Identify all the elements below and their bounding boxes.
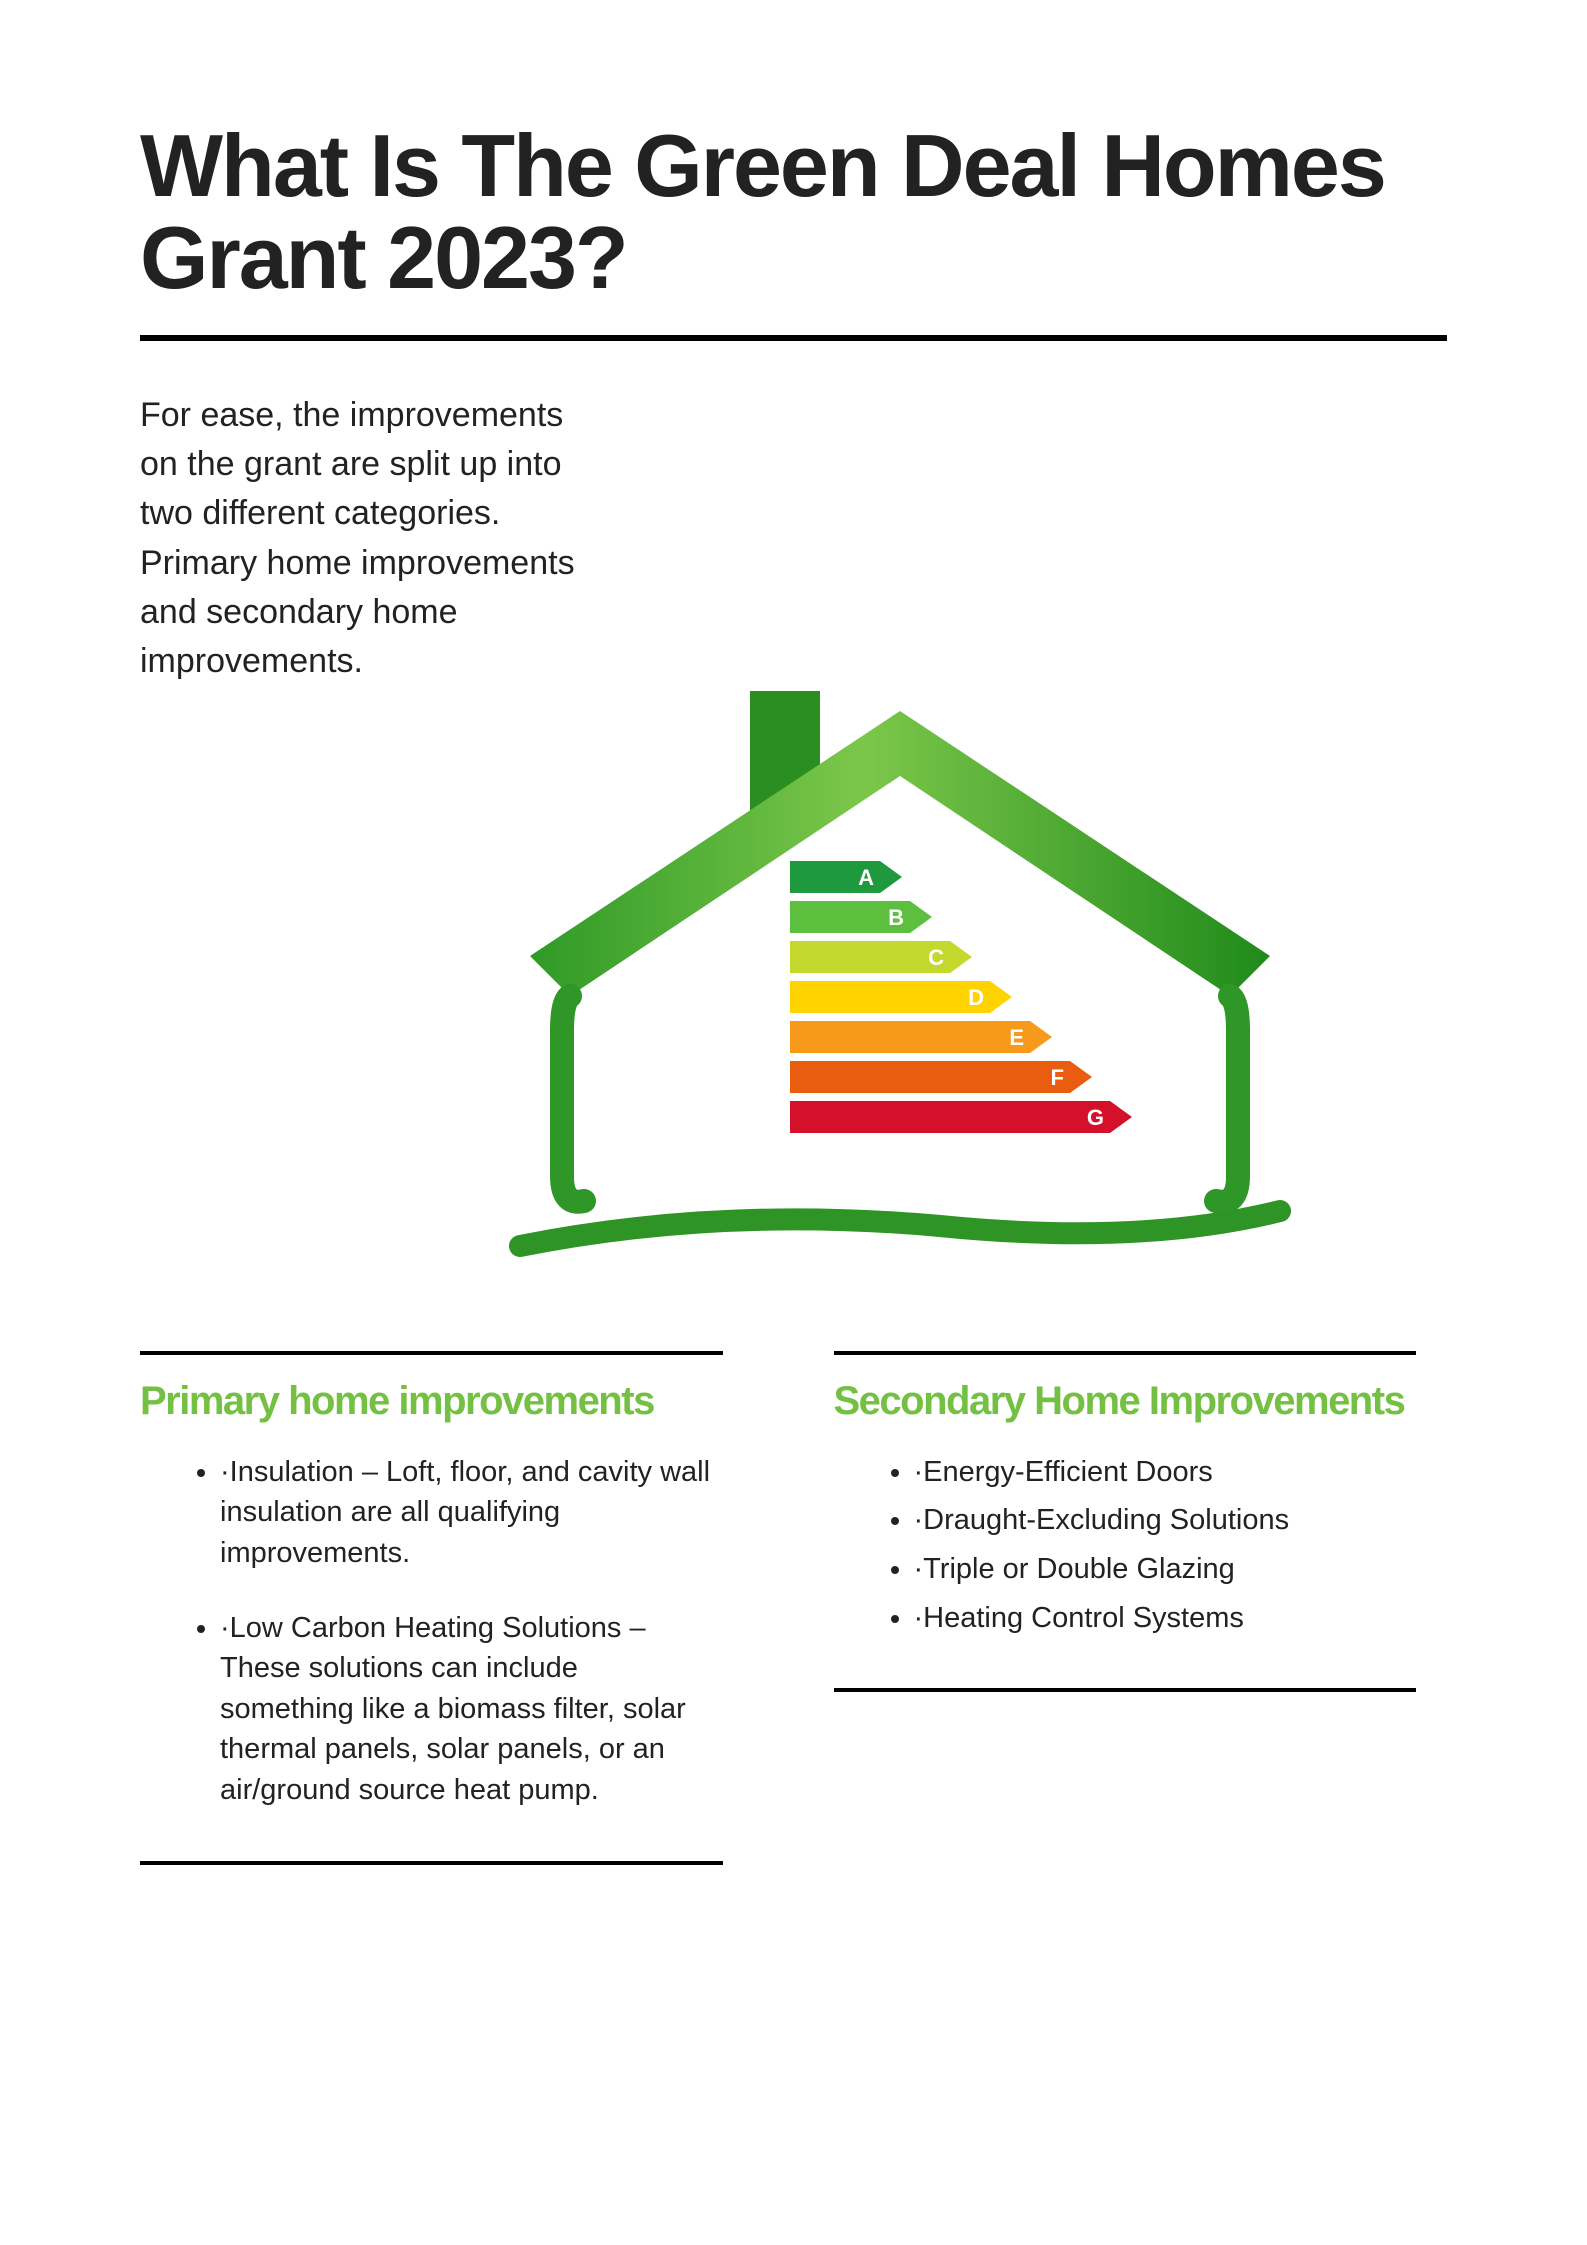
rating-bar-g — [790, 1101, 1132, 1133]
rating-label-d: D — [968, 985, 984, 1010]
columns-section: Primary home improvements ·Insulation – … — [140, 1351, 1447, 1865]
rating-label-e: E — [1009, 1025, 1024, 1050]
house-energy-graphic: ABCDE FG — [460, 671, 1340, 1291]
left-wall — [562, 996, 584, 1202]
secondary-list-item: ·Energy-Efficient Doors — [914, 1452, 1408, 1493]
secondary-top-divider — [834, 1351, 1417, 1355]
rating-bar-c — [790, 941, 972, 973]
primary-list-item: ·Insulation – Loft, floor, and cavity wa… — [220, 1452, 714, 1574]
secondary-bottom-divider — [834, 1688, 1417, 1692]
rating-label-c: C — [928, 945, 944, 970]
primary-column: Primary home improvements ·Insulation – … — [140, 1351, 754, 1865]
rating-bar-a — [790, 861, 902, 893]
rating-label-f: F — [1051, 1065, 1064, 1090]
page-title: What Is The Green Deal Homes Grant 2023? — [140, 120, 1447, 305]
secondary-list-item: ·Draught-Excluding Solutions — [914, 1500, 1408, 1541]
secondary-list: ·Energy-Efficient Doors ·Draught-Excludin… — [834, 1452, 1448, 1638]
primary-list-item: ·Low Carbon Heating Solutions – These so… — [220, 1608, 714, 1811]
base-curve — [520, 1211, 1280, 1246]
primary-top-divider — [140, 1351, 723, 1355]
rating-label-g: G — [1087, 1105, 1104, 1130]
right-wall — [1216, 996, 1238, 1202]
energy-rating-bars: ABCDE FG — [790, 861, 1132, 1133]
secondary-column: Secondary Home Improvements ·Energy-Effi… — [834, 1351, 1448, 1865]
secondary-heading: Secondary Home Improvements — [834, 1379, 1448, 1424]
intro-section: For ease, the improvements on the grant … — [140, 391, 1447, 1291]
title-divider — [140, 335, 1447, 341]
primary-bottom-divider — [140, 1861, 723, 1865]
primary-heading: Primary home improvements — [140, 1379, 754, 1424]
secondary-list-item: ·Triple or Double Glazing — [914, 1549, 1408, 1590]
rating-bar-f — [790, 1061, 1092, 1093]
rating-bar-b — [790, 901, 932, 933]
secondary-list-item: ·Heating Control Systems — [914, 1598, 1408, 1639]
rating-label-a: A — [858, 865, 874, 890]
primary-list: ·Insulation – Loft, floor, and cavity wa… — [140, 1452, 754, 1811]
intro-paragraph: For ease, the improvements on the grant … — [140, 391, 605, 687]
rating-label-b: B — [888, 905, 904, 930]
